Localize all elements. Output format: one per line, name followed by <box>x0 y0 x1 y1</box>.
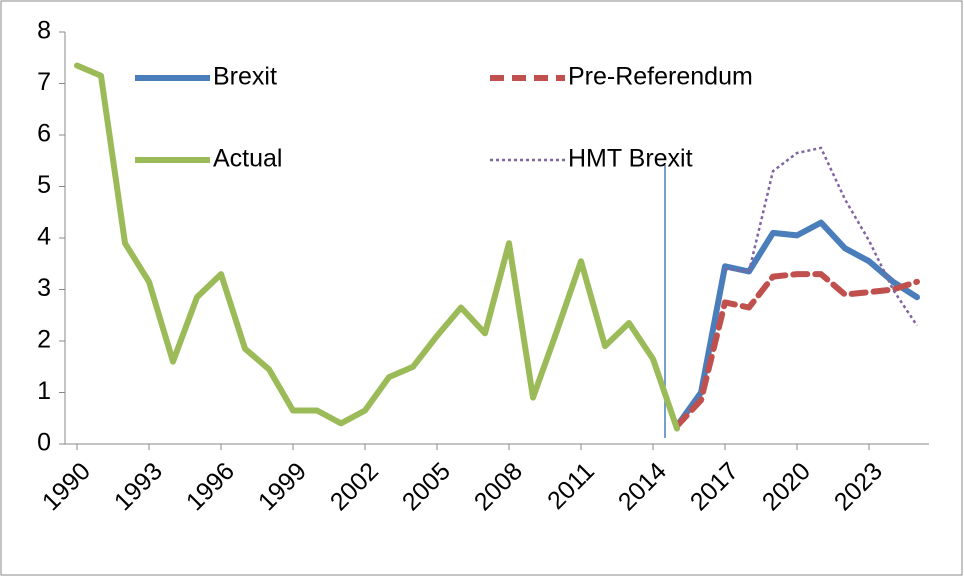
y-tick-label: 0 <box>37 429 51 457</box>
y-tick-label: 7 <box>37 68 51 96</box>
y-tick-label: 2 <box>37 326 51 354</box>
legend-label: Brexit <box>213 63 277 91</box>
line-series <box>674 271 920 429</box>
y-tick-label: 8 <box>37 17 51 45</box>
y-tick-label: 6 <box>37 120 51 148</box>
legend-label: HMT Brexit <box>568 145 693 173</box>
y-tick-label: 3 <box>37 274 51 302</box>
y-tick-label: 5 <box>37 171 51 199</box>
y-tick-label: 1 <box>37 377 51 405</box>
y-tick-label: 4 <box>37 223 51 251</box>
line-series <box>74 62 680 432</box>
line-series <box>724 146 919 327</box>
legend-label: Pre-Referendum <box>568 63 753 91</box>
line-series <box>674 219 920 429</box>
legend-label: Actual <box>213 145 282 173</box>
